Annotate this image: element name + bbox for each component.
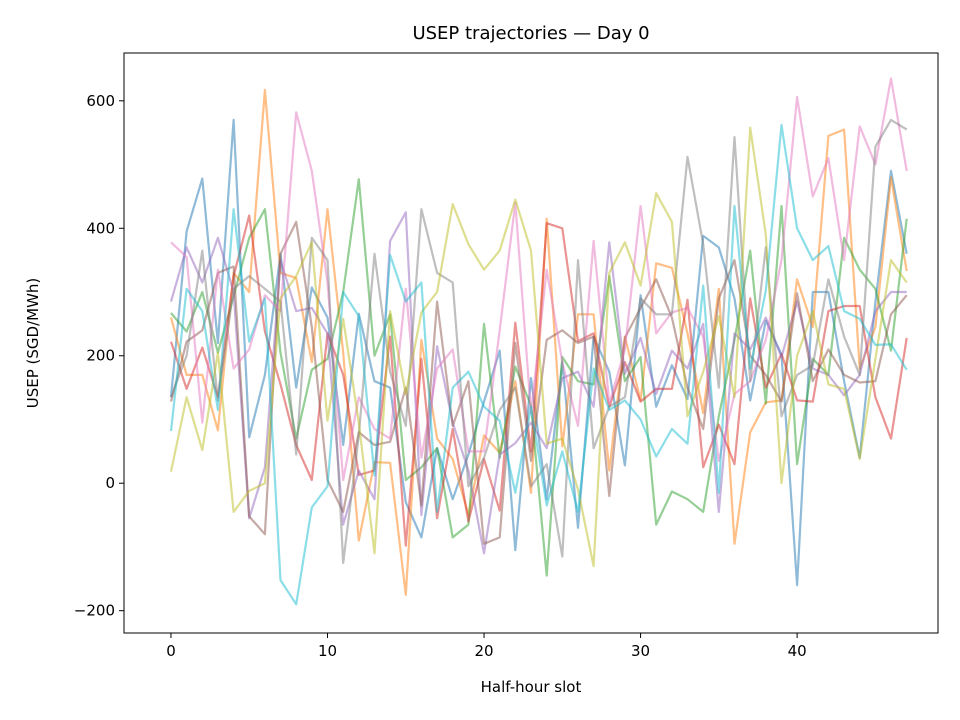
x-axis: 0 10 20 30 40 [166, 633, 807, 660]
x-tick-label: 20 [474, 642, 493, 660]
series-line-6 [169, 220, 908, 545]
plot-frame [123, 52, 939, 634]
x-tick-label: 10 [318, 642, 337, 660]
y-axis: −200 0 200 400 600 [74, 92, 124, 620]
y-tick-label: 600 [86, 92, 115, 110]
chart-title: USEP trajectories — Day 0 [412, 23, 649, 44]
x-tick-label: 30 [631, 642, 650, 660]
y-tick-label: 400 [86, 219, 115, 237]
x-axis-label: Half-hour slot [481, 678, 582, 696]
x-tick-label: 40 [788, 642, 807, 660]
series-line-10 [169, 123, 908, 606]
x-tick-label: 0 [166, 642, 176, 660]
series-line-1 [169, 118, 908, 587]
y-tick-label: 200 [86, 347, 115, 365]
y-tick-label: −200 [74, 602, 115, 620]
series-layer [169, 77, 908, 606]
y-axis-label: USEP (SGD/MWh) [24, 278, 42, 409]
series-line-8 [169, 118, 908, 565]
y-tick-label: 0 [105, 474, 115, 492]
series-line-5 [169, 211, 907, 555]
series-line-9 [169, 126, 908, 568]
